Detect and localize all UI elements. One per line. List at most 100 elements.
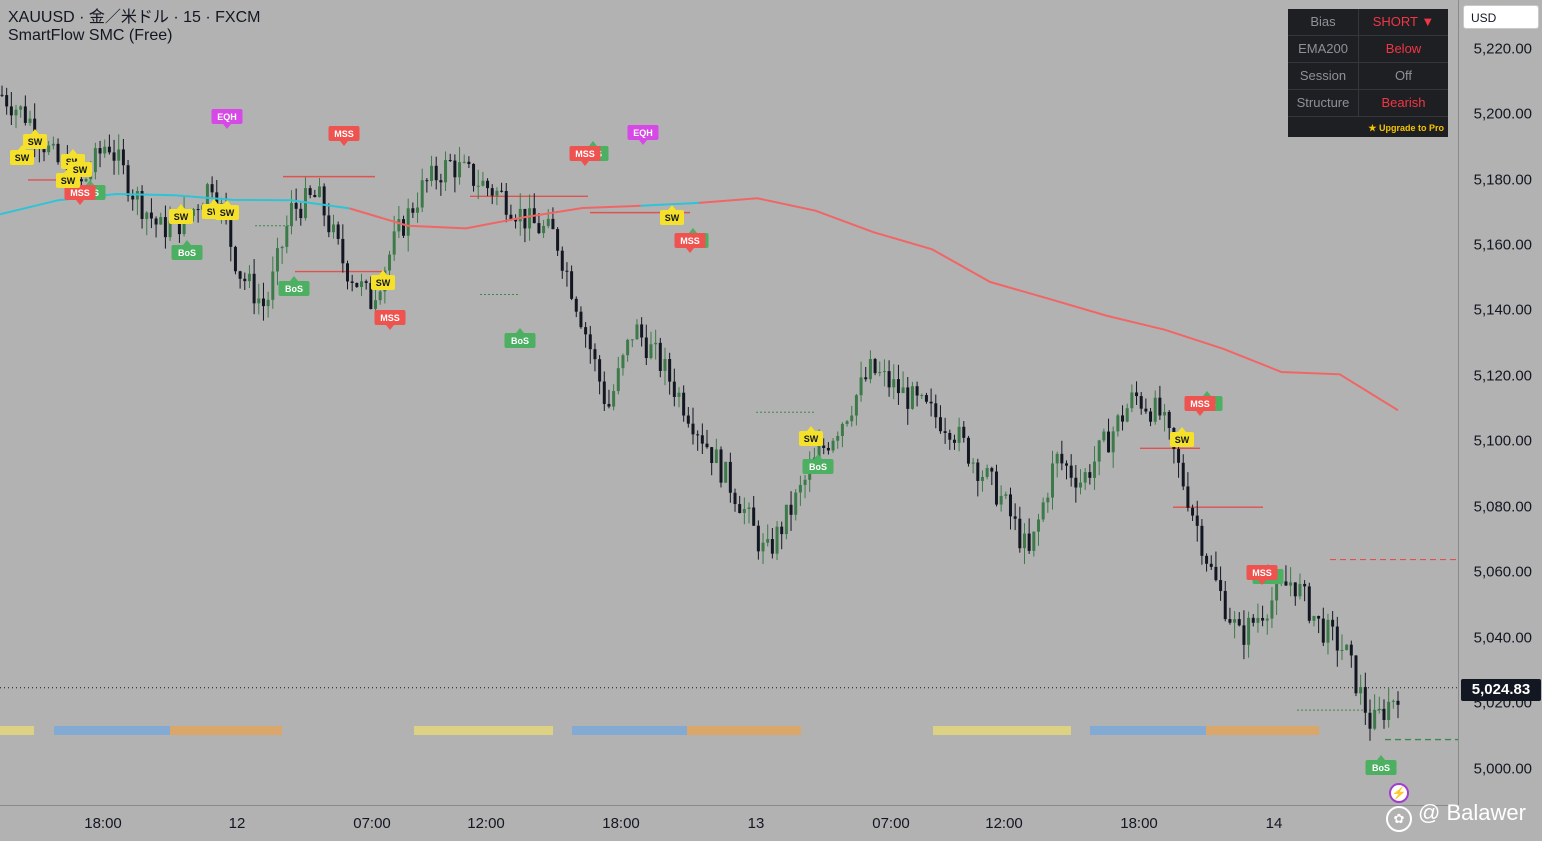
candle-body (696, 434, 700, 436)
candle-body (215, 192, 219, 209)
currency-selector[interactable]: USD (1463, 5, 1539, 29)
candle-body (1307, 586, 1311, 621)
candle-body (140, 191, 144, 219)
candle-body (1233, 619, 1237, 623)
bos-label-text: BoS (511, 336, 529, 346)
mss-label[interactable]: MSS (328, 126, 360, 146)
chart-plot-area[interactable]: BoSBoSBoSBoSBoSBoSBoSBoSBoSBoSMSSMSSMSSM… (0, 0, 1458, 805)
mss-label[interactable]: MSS (569, 146, 601, 166)
sw-label[interactable]: SW (660, 205, 684, 225)
candle-body (850, 415, 854, 422)
candle-body (233, 246, 237, 272)
bos-label[interactable]: BoS (171, 240, 203, 260)
candle-body (486, 180, 490, 189)
dashboard-value: SHORT ▼ (1358, 9, 1448, 35)
mss-label[interactable]: MSS (1246, 565, 1278, 585)
sw-label-bg (215, 205, 239, 220)
bos-label-pointer (516, 328, 524, 333)
mss-label-text: MSS (575, 149, 595, 159)
eqh-label[interactable]: EQH (627, 125, 659, 145)
mss-label-text: MSS (380, 313, 400, 323)
eqh-label[interactable]: EQH (211, 109, 243, 129)
candle-body (724, 461, 728, 483)
mss-label-pointer (1196, 411, 1204, 416)
mss-label[interactable]: MSS (374, 310, 406, 330)
candle-body (1088, 472, 1092, 478)
sw-label[interactable]: SW (371, 270, 395, 290)
sw-label[interactable]: SW (23, 129, 47, 149)
candle-body (780, 526, 784, 535)
sw-label[interactable]: SW (10, 145, 34, 165)
candle-body (980, 476, 984, 481)
candle-body (602, 381, 606, 404)
mss-label-bg (674, 233, 706, 248)
candle-body (551, 218, 555, 230)
mss-label[interactable]: MSS (674, 233, 706, 253)
candle-body (1177, 449, 1181, 463)
time-axis[interactable]: 18:00 12 07:00 12:00 18:00 13 07:00 12:0… (0, 805, 1458, 841)
candle-body (247, 273, 251, 282)
price-chart[interactable]: BoSBoSBoSBoSBoSBoSBoSBoSBoSBoSMSSMSSMSSM… (0, 0, 1458, 805)
mss-label[interactable]: MSS (64, 185, 96, 205)
price-tick: 5,040.00 (1473, 629, 1532, 647)
candle-body (289, 202, 293, 227)
mss-label[interactable]: MSS (1184, 396, 1216, 416)
candle-body (1326, 619, 1330, 643)
candle-body (98, 148, 102, 154)
bos-label-bg (278, 281, 310, 296)
candle-body (1079, 482, 1083, 488)
upgrade-link[interactable]: ★ Upgrade to Pro (1368, 123, 1444, 133)
candle-body (1186, 486, 1190, 508)
candle-body (1041, 502, 1045, 520)
mss-label-bg (328, 126, 360, 141)
bos-label[interactable]: BoS (278, 276, 310, 296)
candle-body (411, 208, 415, 213)
candle-body (397, 219, 401, 232)
sw-label-pointer (177, 204, 185, 209)
candle-body (9, 106, 13, 116)
sw-label[interactable]: SW (1170, 427, 1194, 447)
candle-body (1345, 644, 1349, 651)
candle-body (733, 492, 737, 505)
dashboard-row-bias: Bias SHORT ▼ (1288, 9, 1448, 36)
candle-body (1237, 619, 1241, 626)
sw-label-text: SW (220, 208, 235, 218)
sw-label[interactable]: SW (215, 200, 239, 220)
candle-body (934, 403, 938, 418)
bos-label[interactable]: BoS (1365, 755, 1397, 775)
lightning-icon[interactable]: ⚡ (1389, 783, 1409, 803)
sw-label[interactable]: SW (799, 426, 823, 446)
candle-body (1242, 625, 1246, 645)
session-bar (0, 726, 34, 735)
candle-body (626, 339, 630, 356)
candle-body (117, 149, 121, 161)
candle-body (317, 186, 321, 198)
candle-body (873, 359, 877, 374)
smc-dashboard-panel: Bias SHORT ▼ EMA200 Below Session Off St… (1288, 9, 1448, 137)
price-axis[interactable]: USD 5,220.00 5,200.00 5,180.00 5,160.00 … (1458, 0, 1542, 805)
mss-label-bg (374, 310, 406, 325)
candle-body (794, 492, 798, 515)
indicator-title[interactable]: SmartFlow SMC (Free) (8, 27, 173, 44)
mss-label-bg (1246, 565, 1278, 580)
time-tick: 12:00 (467, 815, 505, 832)
symbol-title[interactable]: XAUUSD · 金／米ドル · 15 · FXCM (8, 9, 261, 26)
sw-label[interactable]: SW (68, 157, 92, 177)
candle-body (1382, 708, 1386, 721)
candle-body (649, 344, 653, 359)
candle-body (523, 208, 527, 229)
bos-label[interactable]: BoS (802, 454, 834, 474)
candle-body (107, 146, 111, 153)
bos-label-pointer (1203, 391, 1211, 396)
bos-label-pointer (589, 141, 597, 146)
mss-label-text: MSS (680, 236, 700, 246)
candle-body (784, 504, 788, 535)
dashboard-row-ema200: EMA200 Below (1288, 36, 1448, 63)
candle-body (644, 337, 648, 359)
time-tick: 18:00 (84, 815, 122, 832)
sw-label[interactable]: SW (169, 204, 193, 224)
candle-body (327, 215, 331, 233)
candle-body (756, 525, 760, 552)
candle-body (663, 359, 667, 371)
bos-label[interactable]: BoS (504, 328, 536, 348)
